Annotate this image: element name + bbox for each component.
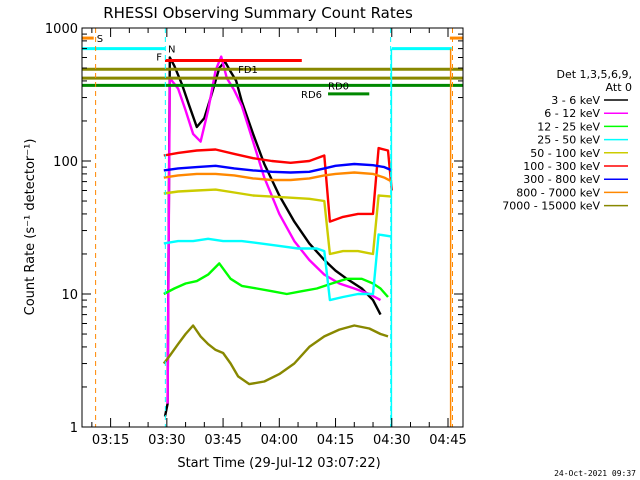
state-bar-label-fd1: FD1: [238, 65, 258, 76]
plot-frame: [81, 27, 464, 428]
x-axis: 03:15 03:30 03:45 04:00 04:15 04:30 04:45: [91, 28, 467, 448]
y-tick-label: 10: [61, 288, 78, 303]
x-tick-label: 04:15: [317, 433, 354, 448]
legend-label-800-7000-kev: 800 - 7000 keV: [516, 186, 600, 199]
series-line-6-12-kev: [166, 55, 382, 404]
series-line-3-6-kev: [163, 56, 382, 417]
series-layer: [162, 55, 393, 417]
series-line-800-7000-kev: [163, 171, 393, 183]
series-line-25-50-kev: [163, 233, 392, 302]
series-line-12-25-kev: [163, 262, 389, 298]
legend-label-6-12-kev: 6 - 12 keV: [544, 107, 600, 120]
legend-title-line-2: Att 0: [606, 81, 632, 94]
x-tick-label: 04:30: [373, 433, 410, 448]
state-bar-label-n: N: [168, 45, 175, 56]
y-axis: 1 10 100 1000: [45, 22, 463, 436]
legend-label-100-300-kev: 100 - 300 keV: [523, 160, 600, 173]
y-tick-label: 1000: [45, 22, 78, 37]
vline-layer: [95, 28, 454, 427]
y-axis-label: Count Rate (s⁻¹ detector⁻¹): [23, 139, 38, 316]
legend-label-50-100-kev: 50 - 100 keV: [530, 147, 600, 160]
state-bar-label-rd6: RD6: [301, 90, 322, 101]
x-tick-label: 03:45: [204, 433, 241, 448]
y-tick-label: 1: [70, 421, 78, 436]
state-bar-layer: S NF FD1 RD0 RD6: [82, 34, 463, 101]
x-tick-label: 04:00: [261, 433, 298, 448]
legend-label-3-6-kev: 3 - 6 keV: [551, 94, 600, 107]
series-line-300-800-kev: [163, 162, 393, 174]
legend-title-line-1: Det 1,3,5,6,9,: [556, 68, 632, 81]
state-bar-label-f: F: [156, 52, 162, 63]
legend-label-300-800-kev: 300 - 800 keV: [523, 173, 600, 186]
timestamp: 24-Oct-2021 09:37: [554, 469, 636, 478]
x-tick-label: 04:45: [429, 433, 466, 448]
series-line-7000-15000-kev: [162, 324, 389, 386]
state-bar-label-rd0: RD0: [328, 81, 349, 92]
x-tick-label: 03:30: [148, 433, 185, 448]
legend-label-12-25-kev: 12 - 25 keV: [537, 120, 600, 133]
series-line-50-100-kev: [163, 188, 392, 256]
state-bar-label-s: S: [97, 34, 103, 45]
legend-label-25-50-kev: 25 - 50 keV: [537, 134, 600, 147]
chart-title: RHESSI Observing Summary Count Rates: [103, 4, 413, 22]
legend-label-7000-15000-kev: 7000 - 15000 keV: [502, 200, 600, 213]
x-tick-label: 03:15: [92, 433, 129, 448]
series-line-100-300-kev: [163, 146, 393, 223]
x-axis-label: Start Time (29-Jul-12 03:07:22): [177, 456, 380, 471]
y-tick-label: 100: [53, 155, 78, 170]
